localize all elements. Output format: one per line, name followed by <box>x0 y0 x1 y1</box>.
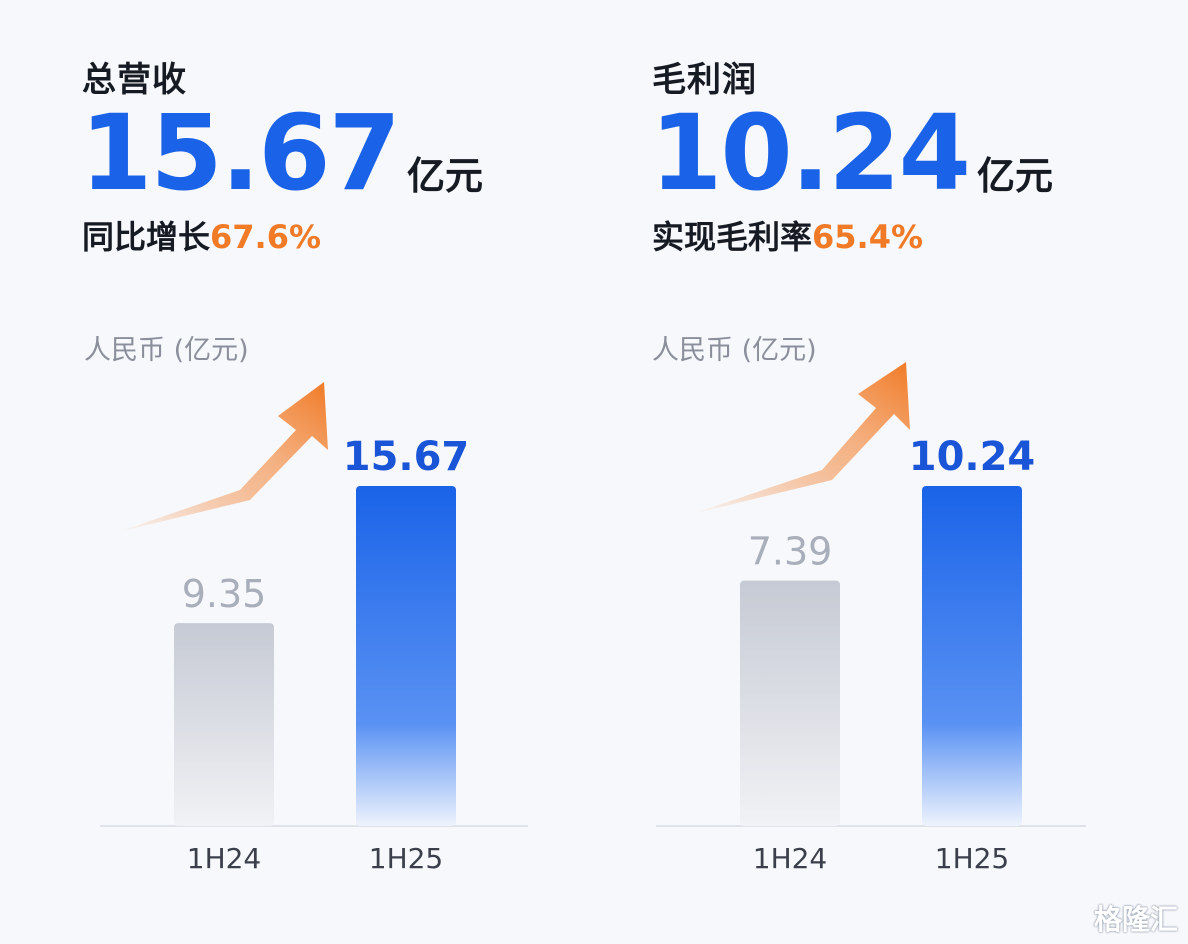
headline-row: 10.24 亿元 <box>650 92 1053 214</box>
unit-caption: 人民币 (亿元) <box>652 335 817 366</box>
x-tick-label: 1H24 <box>187 842 262 875</box>
bar-1h24 <box>174 623 274 826</box>
growth-row: 同比增长67.6% <box>82 212 321 258</box>
metric-title: 总营收 <box>82 60 187 100</box>
gross-profit-panel: 毛利润 10.24 亿元 实现毛利率65.4% 人民币 (亿元) 7.39 1H24… <box>594 0 1188 944</box>
margin-row: 实现毛利率65.4% <box>652 212 923 258</box>
bar-value-label: 7.39 <box>748 530 833 574</box>
bar-value-label: 10.24 <box>909 434 1036 480</box>
growth-arrow-icon <box>692 362 910 514</box>
margin-label: 实现毛利率 <box>652 218 813 256</box>
gross-profit-bar-chart: 7.39 1H24 10.24 1H25 <box>656 362 1086 875</box>
watermark-logo: 格隆汇 <box>1093 903 1178 936</box>
headline-row: 15.67 亿元 <box>80 92 483 214</box>
metric-title: 毛利润 <box>652 60 757 100</box>
x-tick-label: 1H24 <box>753 842 828 875</box>
headline-value: 10.24 <box>650 92 971 214</box>
headline-value: 15.67 <box>80 92 401 214</box>
growth-value: 67.6% <box>210 218 322 256</box>
headline-unit: 亿元 <box>976 154 1053 198</box>
bar-1h25 <box>356 486 456 826</box>
x-tick-label: 1H25 <box>369 842 444 875</box>
bar-value-label: 9.35 <box>182 572 267 616</box>
bar-value-label: 15.67 <box>343 434 470 480</box>
margin-value: 65.4% <box>812 218 924 256</box>
growth-arrow-icon <box>118 382 328 532</box>
revenue-panel: 总营收 15.67 亿元 同比增长67.6% 人民币 (亿元) 9.35 1H24 1… <box>80 60 528 875</box>
bar-1h24 <box>740 580 840 826</box>
bar-1h25 <box>922 486 1022 826</box>
growth-label: 同比增长 <box>82 218 211 256</box>
headline-unit: 亿元 <box>406 154 483 198</box>
x-tick-label: 1H25 <box>935 842 1010 875</box>
revenue-bar-chart: 9.35 1H24 15.67 1H25 <box>100 382 528 875</box>
unit-caption: 人民币 (亿元) <box>84 335 249 366</box>
